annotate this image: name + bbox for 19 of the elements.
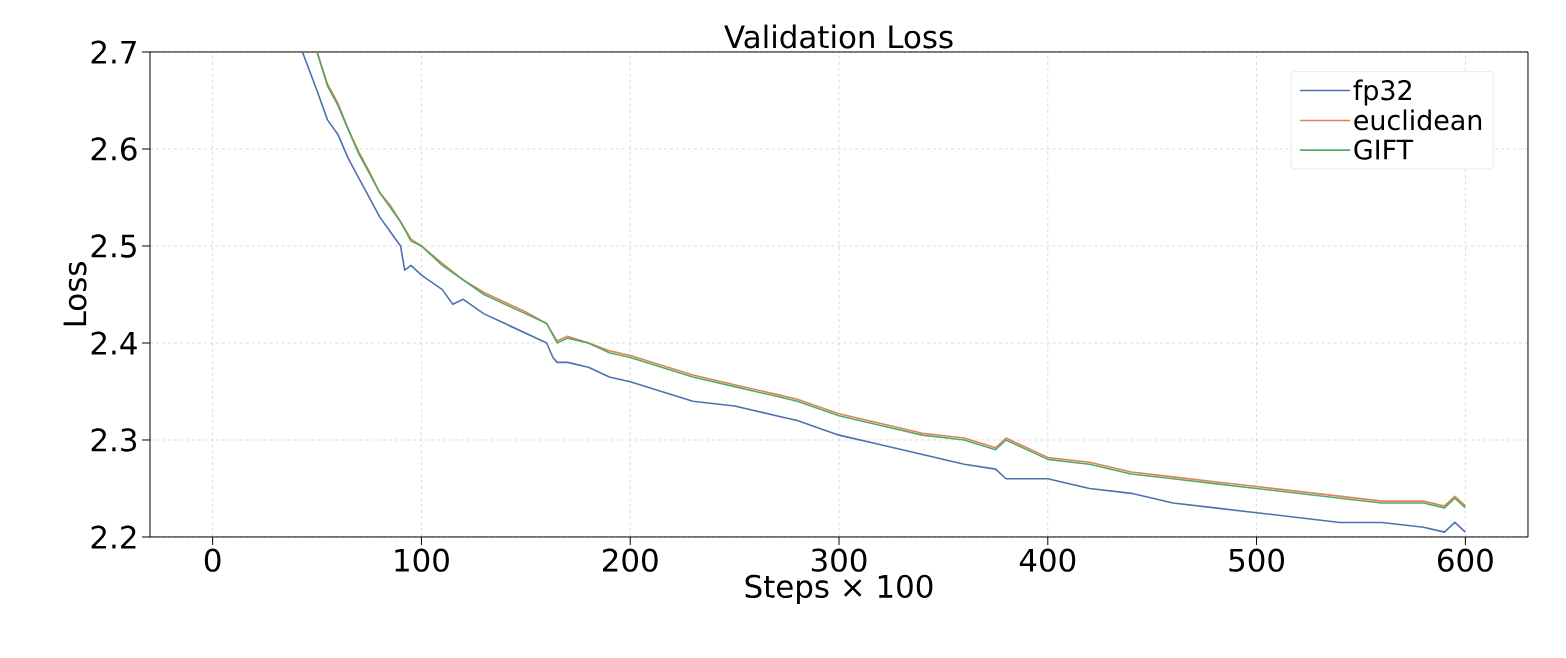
- y-tick-label: 2.4: [91, 331, 137, 355]
- legend-label: GIFT: [1354, 139, 1414, 160]
- chart-title: Validation Loss: [724, 24, 953, 49]
- legend-label: euclidean: [1354, 109, 1482, 131]
- y-axis-title: Loss: [63, 262, 87, 326]
- x-tick-label: 500: [1229, 548, 1284, 572]
- x-axis-title: Steps × 100: [745, 574, 933, 605]
- x-tick-label: 600: [1438, 548, 1493, 572]
- x-tick-label: 300: [811, 548, 867, 572]
- y-tick-label: 2.3: [91, 428, 137, 452]
- x-tick-label: 100: [395, 548, 449, 572]
- y-tick-label: 2.7: [91, 40, 136, 64]
- y-tick-label: 2.6: [91, 137, 137, 161]
- y-tick-label: 2.5: [91, 234, 136, 258]
- x-tick-label: 0: [204, 548, 221, 572]
- x-tick-label: 400: [1019, 548, 1076, 572]
- legend-label: fp32: [1353, 79, 1411, 106]
- y-tick-label: 2.2: [91, 525, 136, 549]
- x-tick-label: 200: [603, 548, 658, 572]
